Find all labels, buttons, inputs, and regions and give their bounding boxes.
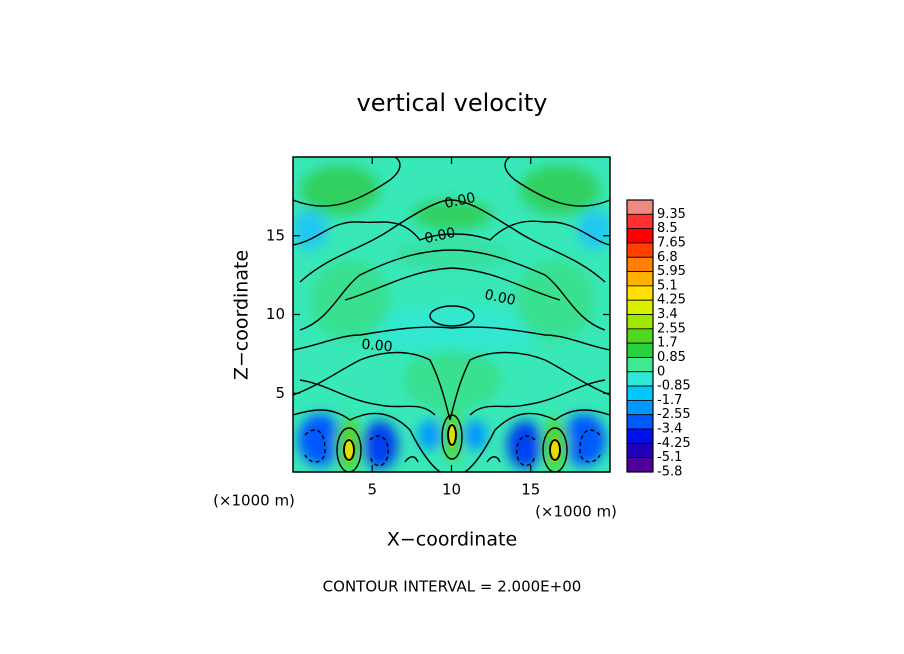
axes: 5 10 15 5 10 15 (266, 157, 610, 499)
contour-labels: 0.00 0.00 0.00 0.00 (361, 190, 517, 355)
x-axis-label: X−coordinate (387, 529, 517, 551)
x-axis-unit: (×1000 m) (535, 503, 617, 521)
colorbar-segment (626, 371, 654, 387)
colorbar-segment (626, 385, 654, 401)
y-tick-label: 5 (275, 384, 285, 402)
colorbar-label: -5.8 (657, 465, 682, 480)
colorbar-label: -4.25 (657, 436, 691, 451)
colorbar-segment (626, 457, 654, 473)
contour-label: 0.00 (361, 337, 393, 356)
contour-label: 0.00 (483, 287, 517, 309)
y-tick-label: 15 (266, 226, 285, 244)
contour-field: 0.00 0.00 0.00 0.00 (293, 157, 610, 472)
colorbar-label: -0.85 (657, 379, 691, 394)
colorbar-segment (626, 242, 654, 258)
contour-lines (293, 157, 610, 472)
colorbar-segment (626, 400, 654, 416)
contour-label: 0.00 (443, 190, 477, 212)
colorbar-label: 3.4 (657, 307, 678, 322)
colorbar-segment (626, 271, 654, 287)
colorbar-label: 0.85 (657, 350, 686, 365)
x-tick-label: 5 (367, 481, 377, 499)
colorbar-segment (626, 256, 654, 272)
y-axis-unit: (×1000 m) (213, 492, 295, 510)
colorbar-label: 7.65 (657, 235, 686, 250)
colorbar-segment (626, 228, 654, 244)
colorbar: 9.358.57.656.85.955.14.253.42.551.70.850… (626, 199, 691, 480)
colorbar-label: -2.55 (657, 407, 691, 422)
colorbar-label: 6.8 (657, 250, 678, 265)
colorbar-segment (626, 299, 654, 315)
colorbar-label: -5.1 (657, 450, 682, 465)
contour-label: 0.00 (423, 225, 457, 247)
x-tick-label: 15 (521, 481, 540, 499)
colorbar-label: -3.4 (657, 422, 682, 437)
colorbar-segment (626, 314, 654, 330)
colorbar-segment (626, 328, 654, 344)
colorbar-label: 5.95 (657, 264, 686, 279)
colorbar-segment (626, 428, 654, 444)
colorbar-label: 5.1 (657, 278, 678, 293)
field-shading (293, 165, 610, 471)
colorbar-label: 0 (657, 364, 665, 379)
colorbar-segment (626, 199, 654, 215)
colorbar-label: 2.55 (657, 321, 686, 336)
colorbar-label: -1.7 (657, 393, 682, 408)
colorbar-segment (626, 357, 654, 373)
colorbar-segment (626, 213, 654, 230)
colorbar-segment (626, 442, 654, 459)
footer-note: CONTOUR INTERVAL = 2.000E+00 (323, 578, 582, 596)
x-tick-label: 10 (442, 481, 461, 499)
colorbar-label: 8.5 (657, 221, 678, 236)
chart-title: vertical velocity (357, 89, 548, 117)
colorbar-label: 1.7 (657, 336, 678, 351)
colorbar-segment (626, 414, 654, 430)
colorbar-segment (626, 285, 654, 301)
y-tick-label: 10 (266, 305, 285, 323)
colorbar-frame (626, 199, 654, 473)
colorbar-segment (626, 342, 654, 358)
y-axis-label: Z−coordinate (231, 250, 253, 380)
colorbar-label: 4.25 (657, 293, 686, 308)
colorbar-label: 9.35 (657, 207, 686, 222)
